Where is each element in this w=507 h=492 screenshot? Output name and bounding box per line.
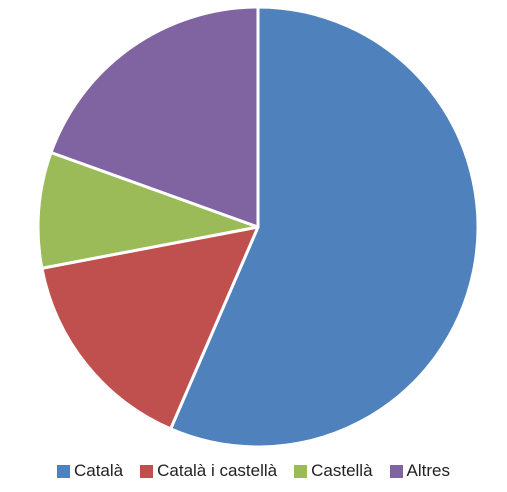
legend: Català Català i castellà Castellà Altres [0, 456, 507, 486]
legend-item-catala-i-castella: Català i castellà [140, 461, 277, 481]
legend-label-altres: Altres [406, 461, 451, 480]
legend-item-catala: Català [56, 461, 124, 481]
legend-swatch-catala [56, 464, 70, 478]
pie-slice-castella [36, 150, 260, 270]
legend-label-catala-i-castella: Català i castellà [157, 461, 278, 480]
legend-swatch-castella [294, 464, 308, 478]
legend-swatch-altres [389, 464, 403, 478]
pie-slice-catala [169, 5, 480, 449]
pie-slice-altres [49, 5, 260, 229]
legend-item-castella: Castellà [294, 461, 373, 481]
legend-label-catala: Català [73, 461, 124, 480]
pie-slice-catala-i-castella [40, 225, 260, 431]
legend-swatch-catala-i-castella [140, 464, 154, 478]
legend-item-altres: Altres [389, 461, 451, 481]
pie-plot-area [36, 5, 480, 449]
legend-label-castella: Castellà [311, 461, 373, 480]
